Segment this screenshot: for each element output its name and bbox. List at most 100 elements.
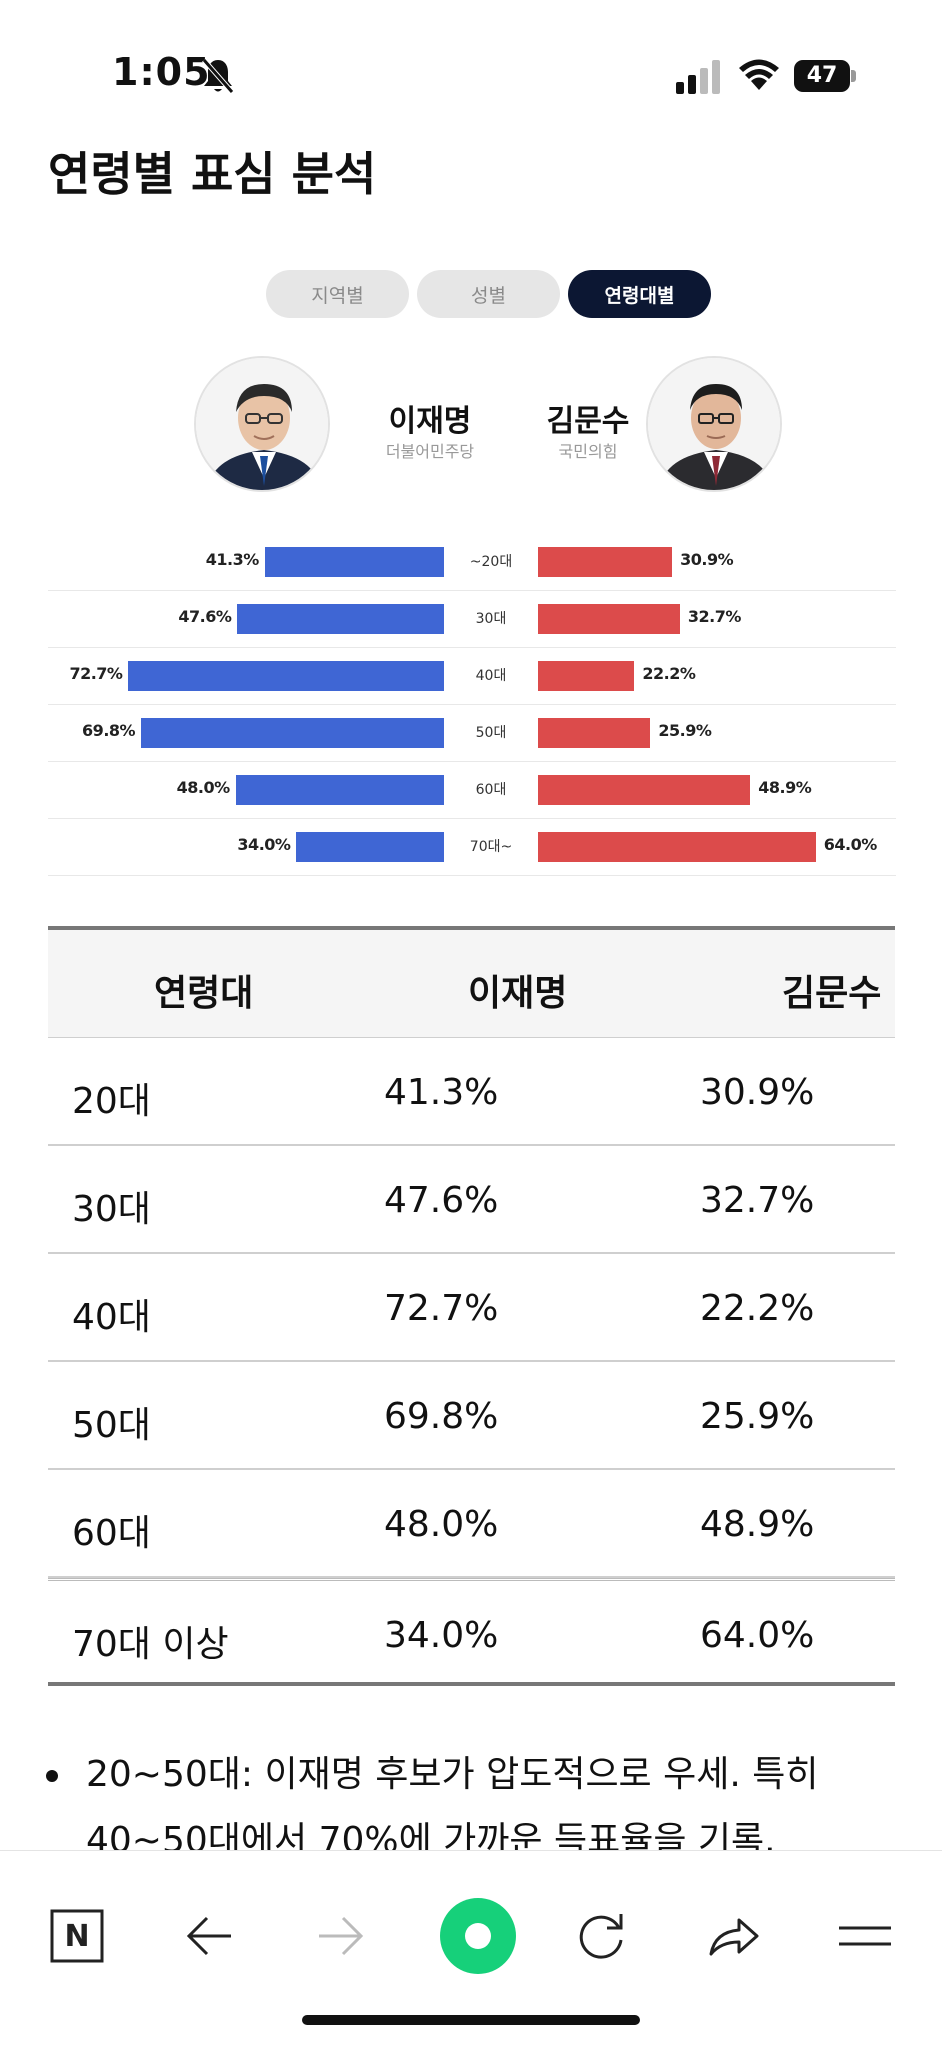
bar-right-candidate (538, 661, 635, 691)
status-bar: 1:05 47 (0, 0, 942, 150)
page-title: 연령별 표심 분석 (48, 147, 377, 201)
tab-age[interactable]: 연령대별 (568, 270, 711, 318)
age-category-label: 60대 (475, 782, 507, 798)
naver-logo-letter: N (64, 1918, 90, 1954)
table-cell-left-value: 47.6% (384, 1180, 499, 1221)
table-cell-age: 40대 (72, 1297, 151, 1338)
bar-left-value-label: 34.0% (237, 835, 291, 854)
green-dot-button[interactable] (436, 1894, 520, 1978)
tab-region[interactable]: 지역별 (266, 270, 409, 318)
candidate-right-avatar (646, 356, 782, 492)
bar-left-candidate (128, 661, 444, 691)
bullet-dot (46, 1770, 58, 1782)
table-cell-right-value: 48.9% (700, 1504, 815, 1545)
table-header-right-candidate: 김문수 (782, 973, 882, 1014)
bar-right-value-label: 22.2% (642, 664, 696, 683)
bell-muted-icon (202, 58, 234, 94)
table-cell-right-value: 30.9% (700, 1072, 815, 1113)
battery-level: 47 (794, 60, 850, 92)
table-cell-right-value: 64.0% (700, 1615, 815, 1656)
candidate-right-party: 국민의힘 (558, 442, 618, 461)
bar-right-candidate (538, 832, 816, 862)
person-portrait-icon (196, 358, 328, 490)
candidate-left-avatar (194, 356, 330, 492)
table-cell-age: 70대 이상 (72, 1624, 229, 1665)
bar-right-value-label: 48.9% (758, 778, 812, 797)
table-header-left-candidate: 이재명 (468, 973, 568, 1014)
table-cell-age: 20대 (72, 1081, 151, 1122)
battery-indicator: 47 (794, 60, 856, 92)
bar-right-value-label: 25.9% (658, 721, 712, 740)
person-portrait-icon (648, 358, 780, 490)
arrow-left-icon (186, 1916, 231, 1956)
bar-right-value-label: 64.0% (823, 835, 878, 854)
candidate-left-name: 이재명 (388, 404, 472, 439)
table-header-age: 연령대 (154, 973, 254, 1014)
bar-left-candidate (237, 604, 444, 634)
candidate-right-name: 김문수 (546, 404, 630, 439)
table-header: 연령대 이재명 김문수 (48, 926, 895, 1038)
bar-right-candidate (538, 718, 651, 748)
age-vote-table: 연령대 이재명 김문수 20대 41.3% 30.9% 30대 47.6% 32… (48, 926, 895, 1686)
age-category-label: 50대 (475, 725, 507, 741)
status-time: 1:05 (112, 50, 211, 94)
chart-row: 47.6% 30대 32.7% (48, 591, 896, 648)
reload-button[interactable] (566, 1901, 636, 1971)
naver-logo-icon (50, 1909, 104, 1963)
table-cell-age: 60대 (72, 1513, 151, 1554)
bar-right-candidate (538, 775, 751, 805)
bar-left-candidate (141, 718, 444, 748)
table-row: 30대 47.6% 32.7% (48, 1146, 895, 1254)
bar-left-value-label: 72.7% (69, 664, 123, 683)
table-cell-left-value: 69.8% (384, 1396, 499, 1437)
chart-row: 48.0% 60대 48.9% (48, 762, 896, 819)
table-cell-right-value: 32.7% (700, 1180, 815, 1221)
table-cell-age: 30대 (72, 1189, 151, 1230)
tab-gender[interactable]: 성별 (417, 270, 560, 318)
menu-button[interactable] (830, 1901, 900, 1971)
table-cell-left-value: 41.3% (384, 1072, 499, 1113)
cellular-signal-icon (676, 60, 720, 94)
table-cell-right-value: 25.9% (700, 1396, 815, 1437)
arrow-right-icon (319, 1916, 364, 1956)
bar-left-candidate (296, 832, 444, 862)
hamburger-menu-icon (839, 1926, 891, 1946)
naver-home-button[interactable]: N (42, 1901, 112, 1971)
segment-tabs: 지역별 성별 연령대별 (266, 270, 711, 318)
age-vote-bar-chart: 41.3% ~20대 30.9% 47.6% 30대 32.7% 72.7% 40대 22.2%… (48, 534, 896, 876)
share-button[interactable] (698, 1901, 768, 1971)
table-row: 40대 72.7% 22.2% (48, 1254, 895, 1362)
battery-cap (851, 70, 856, 82)
share-arrow-icon (709, 1918, 759, 1956)
bar-right-value-label: 30.9% (680, 550, 734, 569)
bar-left-value-label: 69.8% (82, 721, 136, 740)
wifi-icon (739, 59, 779, 90)
bar-right-candidate (538, 547, 673, 577)
bar-left-candidate (235, 775, 444, 805)
table-row: 20대 41.3% 30.9% (48, 1038, 895, 1146)
bar-right-candidate (538, 604, 680, 634)
home-indicator[interactable] (302, 2015, 640, 2025)
forward-button[interactable] (306, 1901, 376, 1971)
table-cell-left-value: 72.7% (384, 1288, 499, 1329)
browser-bottom-nav: N (0, 1850, 942, 2048)
age-category-label: 40대 (475, 668, 507, 684)
chart-row: 72.7% 40대 22.2% (48, 648, 896, 705)
reload-icon (579, 1914, 623, 1959)
table-row: 60대 48.0% 48.9% (48, 1470, 895, 1578)
bar-left-candidate (264, 547, 444, 577)
table-row: 70대 이상 34.0% 64.0% (48, 1578, 895, 1686)
table-cell-left-value: 34.0% (384, 1615, 499, 1656)
back-button[interactable] (174, 1901, 244, 1971)
bar-left-value-label: 48.0% (176, 778, 231, 797)
bar-right-value-label: 32.7% (687, 607, 742, 626)
age-category-label: 30대 (475, 611, 507, 627)
chart-row: 69.8% 50대 25.9% (48, 705, 896, 762)
green-dot-icon (440, 1898, 516, 1974)
bar-left-value-label: 47.6% (178, 607, 232, 626)
table-cell-left-value: 48.0% (384, 1504, 499, 1545)
table-cell-age: 50대 (72, 1405, 151, 1446)
age-category-label: 70대~ (469, 839, 513, 855)
chart-row: 41.3% ~20대 30.9% (48, 534, 896, 591)
age-category-label: ~20대 (469, 554, 513, 570)
